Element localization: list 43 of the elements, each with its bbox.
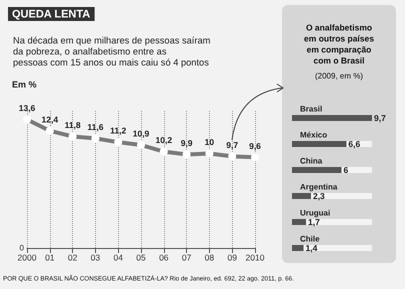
x-tick-label: 06 — [159, 252, 169, 262]
data-label: 10,2 — [156, 135, 172, 146]
data-label: 12,4 — [42, 114, 58, 124]
x-tick-label: 07 — [182, 252, 192, 262]
x-tick-label: 09 — [227, 252, 238, 262]
chart-title: QUEDA LENTA — [12, 8, 90, 20]
x-tick-label: 02 — [68, 252, 78, 262]
chart-subtitle: Na década em que milhares de pessoas saíram da pobreza, o analfabetismo entre as pessoas com 15 anos ou mais caiu só 4 pontos — [13, 36, 211, 68]
data-label: 9,6 — [249, 140, 262, 151]
bar — [292, 219, 306, 225]
data-label: 9,7 — [374, 113, 386, 123]
data-label: 13,6 — [18, 102, 36, 113]
x-tick-label: 03 — [90, 252, 100, 262]
data-label: 6 — [343, 165, 348, 175]
data-label: 6,6 — [348, 139, 361, 149]
x-tick-label: 05 — [136, 252, 146, 262]
x-tick-label: 08 — [204, 252, 214, 262]
data-label: 9,7 — [226, 140, 238, 150]
data-label: 1,7 — [308, 217, 320, 227]
chart-subtitle: (2009, em %) — [314, 72, 364, 80]
y-axis-title: Em % — [12, 80, 37, 90]
data-label: 10 — [204, 137, 214, 147]
chart-title: O analfabetismo em outros países em comparação com o Brasil — [304, 22, 374, 66]
data-label: 11,6 — [87, 122, 104, 132]
y-tick-label: China — [300, 156, 323, 166]
y-tick-label: Argentina — [300, 182, 338, 192]
x-tick-label: 2000 — [18, 252, 37, 262]
x-tick-label: 04 — [113, 252, 124, 262]
data-label: 2,3 — [312, 191, 326, 201]
bar — [292, 193, 311, 199]
y-tick-label: Chile — [300, 234, 320, 244]
y-tick-label: México — [300, 130, 328, 140]
y-tick-label: Uruguai — [300, 208, 330, 218]
data-label: 11,2 — [110, 126, 127, 136]
bar — [292, 245, 304, 251]
x-tick-label: 01 — [45, 252, 55, 262]
data-label: 11,8 — [64, 120, 81, 130]
data-label: 9,9 — [180, 138, 193, 148]
x-tick-label: 2010 — [246, 252, 265, 262]
data-label: 1,4 — [306, 243, 318, 253]
data-label: 10,9 — [132, 128, 150, 138]
y-tick-label: Brasil — [300, 104, 322, 114]
text: 0 — [20, 244, 25, 252]
